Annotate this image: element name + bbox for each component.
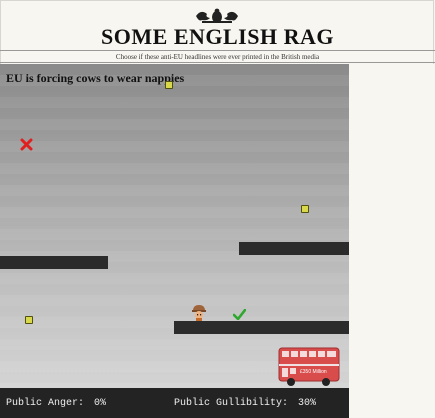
platform (174, 321, 349, 334)
right-panel (349, 64, 435, 418)
red-x-icon[interactable] (20, 138, 33, 151)
platform (0, 256, 108, 269)
anger-value: 0% (94, 398, 107, 409)
bus-destination-text: £350 Million (300, 369, 327, 375)
masthead-title: SOME ENGLISH RAG (101, 24, 334, 49)
gullibility-label: Public Gullibility: (174, 398, 289, 409)
red-bus-icon (278, 347, 340, 386)
masthead-rule-bottom (0, 62, 435, 63)
gullibility-value: 30% (298, 398, 317, 409)
game-canvas[interactable]: EU is forcing cows to wear nappies (0, 64, 349, 418)
coin (301, 205, 309, 213)
headline-text: EU is forcing cows to wear nappies (6, 71, 185, 85)
royal-crest-icon (196, 8, 238, 23)
status-bar: Public Anger: 0% Public Gullibility: 30% (0, 388, 349, 418)
masthead-rule-top (0, 50, 435, 51)
masthead-tagline: Choose if these anti-EU headlines were e… (115, 53, 320, 61)
coin (25, 316, 33, 324)
green-check-icon[interactable] (233, 309, 246, 320)
platform (239, 242, 349, 255)
player-character (192, 305, 206, 321)
coin (165, 81, 173, 89)
anger-label: Public Anger: (6, 398, 85, 409)
